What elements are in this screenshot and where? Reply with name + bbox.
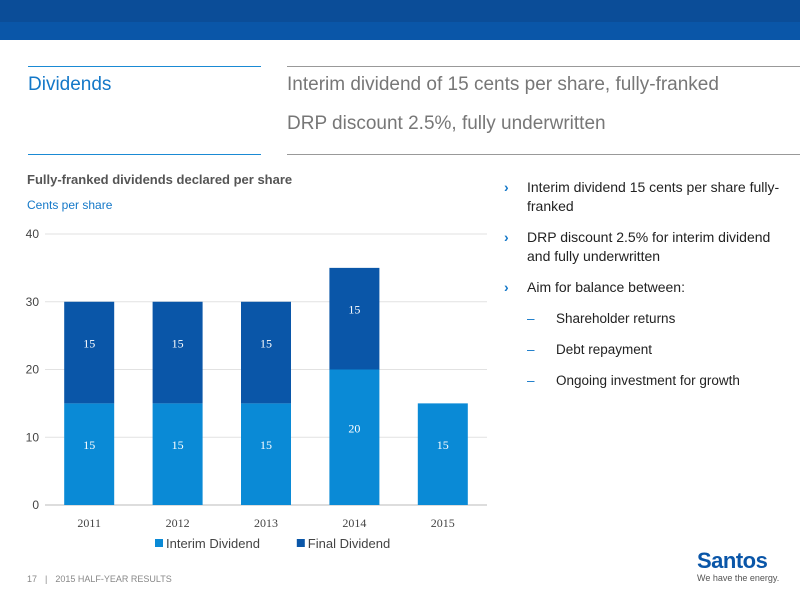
chart-unit-label: Cents per share xyxy=(27,198,113,212)
sub-bullet-text: Shareholder returns xyxy=(556,311,676,326)
legend-label: Final Dividend xyxy=(308,536,390,551)
chart-title: Fully-franked dividends declared per sha… xyxy=(27,172,293,187)
dash-icon: – xyxy=(527,311,535,326)
subtitle-line-1: Interim dividend of 15 cents per share, … xyxy=(287,74,719,95)
data-label: 15 xyxy=(348,303,360,317)
data-label: 15 xyxy=(437,438,449,452)
chevron-right-icon: › xyxy=(504,279,509,295)
subtitle-line-2: DRP discount 2.5%, fully underwritten xyxy=(287,113,606,134)
bar-segment xyxy=(64,301,115,404)
data-label: 20 xyxy=(348,421,360,435)
legend-label: Interim Dividend xyxy=(166,536,260,551)
y-tick-label: 0 xyxy=(32,498,39,512)
x-tick-label: 2015 xyxy=(431,516,455,530)
x-tick-label: 2013 xyxy=(254,516,278,530)
footer: 17 | 2015 HALF-YEAR RESULTS xyxy=(27,574,172,584)
sub-bullet-item: – Debt repayment xyxy=(504,340,794,359)
bar-segment xyxy=(152,403,203,505)
bar-segment xyxy=(241,301,291,404)
chevron-right-icon: › xyxy=(504,229,509,245)
section-title: Dividends xyxy=(28,74,112,95)
bar-segment xyxy=(329,267,380,370)
sub-bullet-item: – Shareholder returns xyxy=(504,309,794,328)
subtitle-rule-bottom xyxy=(287,154,800,155)
x-tick-label: 2011 xyxy=(77,516,101,530)
sub-bullet-item: – Ongoing investment for growth xyxy=(504,371,794,390)
top-banner-shade xyxy=(0,0,800,22)
title-rule-top xyxy=(28,66,261,67)
y-tick-label: 30 xyxy=(26,295,40,309)
data-label: 15 xyxy=(83,438,95,452)
bar-segment xyxy=(241,403,291,505)
bullet-text: DRP discount 2.5% for interim dividend a… xyxy=(527,229,771,264)
sub-bullet-text: Debt repayment xyxy=(556,342,653,357)
subtitle-rule-top xyxy=(287,66,800,67)
data-label: 15 xyxy=(260,438,272,452)
data-label: 15 xyxy=(83,337,95,351)
dash-icon: – xyxy=(527,342,535,357)
x-tick-label: 2012 xyxy=(166,516,190,530)
bullet-item: › Aim for balance between: xyxy=(504,278,794,297)
y-tick-label: 20 xyxy=(26,363,40,377)
x-tick-label: 2014 xyxy=(342,516,366,530)
logo-tagline: We have the energy. xyxy=(697,573,780,583)
stacked-bar-chart: 0102030401515201115152012151520132015201… xyxy=(26,227,487,551)
bullet-item: › DRP discount 2.5% for interim dividend … xyxy=(504,228,794,266)
company-logo: Santos We have the energy. xyxy=(697,548,780,584)
title-rule-bottom xyxy=(28,154,261,155)
page-number: 17 xyxy=(27,574,38,584)
bar-segment xyxy=(417,403,468,505)
y-tick-label: 10 xyxy=(26,430,40,444)
data-label: 15 xyxy=(172,337,184,351)
chevron-right-icon: › xyxy=(504,179,509,195)
data-label: 15 xyxy=(260,337,272,351)
legend-swatch xyxy=(155,539,163,547)
bullet-item: › Interim dividend 15 cents per share ful… xyxy=(504,178,794,216)
footer-label: 2015 HALF-YEAR RESULTS xyxy=(55,574,172,584)
dash-icon: – xyxy=(527,373,535,388)
bar-segment xyxy=(152,301,203,404)
bullet-text: Aim for balance between: xyxy=(527,279,685,295)
data-label: 15 xyxy=(172,438,184,452)
bullet-text: Interim dividend 15 cents per share full… xyxy=(527,179,780,214)
logo-name: Santos xyxy=(697,548,768,573)
top-banner xyxy=(0,0,800,40)
footer-separator: | xyxy=(45,574,48,584)
bar-segment xyxy=(329,369,380,505)
legend-swatch xyxy=(296,539,305,547)
bar-segment xyxy=(64,403,115,505)
bullet-list: › Interim dividend 15 cents per share ful… xyxy=(504,178,794,402)
sub-bullet-text: Ongoing investment for growth xyxy=(556,373,740,388)
y-tick-label: 40 xyxy=(26,227,40,241)
